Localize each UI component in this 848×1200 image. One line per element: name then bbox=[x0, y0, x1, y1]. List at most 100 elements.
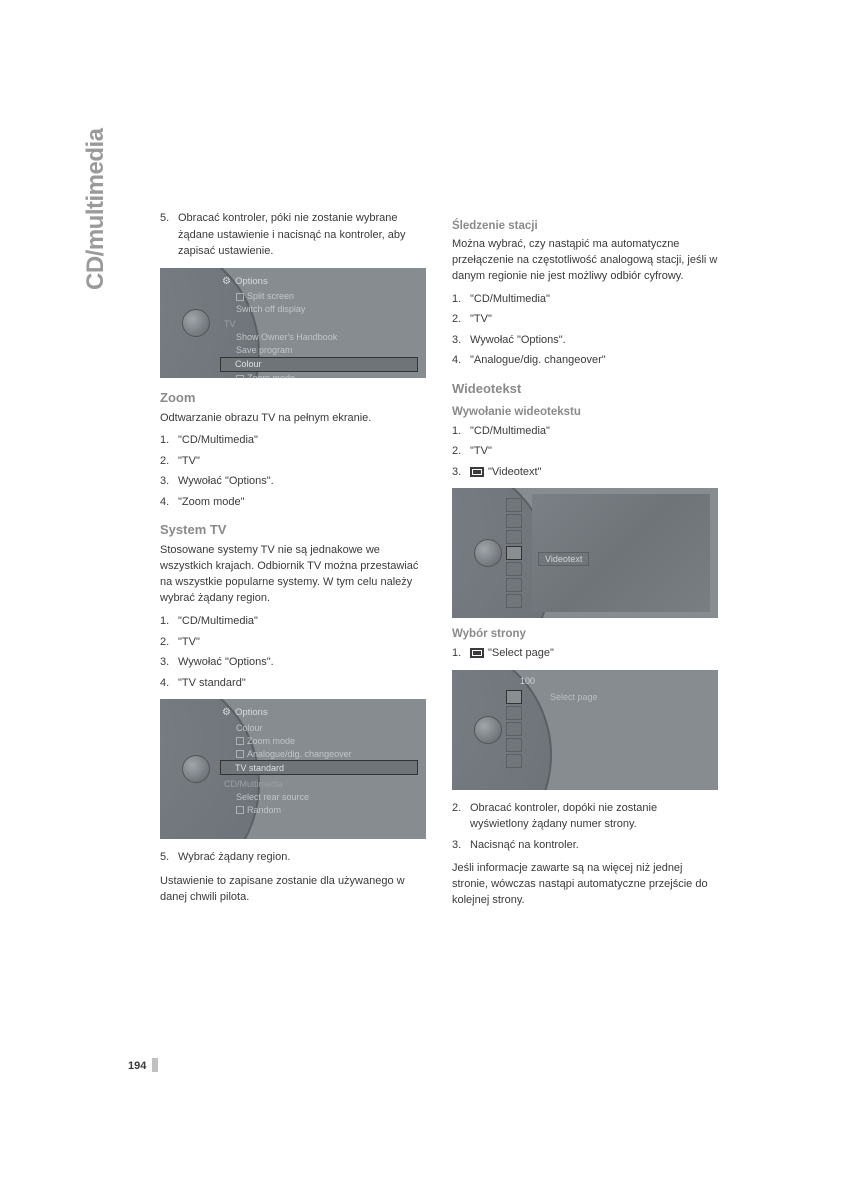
right-column: Śledzenie stacji Można wybrać, czy nastą… bbox=[452, 210, 718, 915]
step-text: "TV" bbox=[178, 453, 426, 470]
left-column: 5.Obracać kontroler, póki nie zostanie w… bbox=[160, 210, 426, 915]
step-number: 4. bbox=[452, 352, 470, 369]
list-item: 3.Wywołać "Options". bbox=[452, 332, 718, 349]
list-item: 1."CD/Multimedia" bbox=[160, 432, 426, 449]
list-item: 2."TV" bbox=[160, 634, 426, 651]
step-text: Obracać kontroler, póki nie zostanie wyb… bbox=[178, 210, 426, 260]
gear-icon: ⚙ bbox=[222, 707, 231, 718]
step-number: 1. bbox=[452, 423, 470, 440]
step-number: 1. bbox=[160, 613, 178, 630]
list-item: 2."TV" bbox=[452, 443, 718, 460]
step-text: Wybrać żądany region. bbox=[178, 849, 426, 866]
list-item: 2."TV" bbox=[160, 453, 426, 470]
after-shot2-list: 5.Wybrać żądany region. bbox=[160, 849, 426, 866]
step-number: 3. bbox=[160, 473, 178, 490]
step-text: "CD/Multimedia" bbox=[178, 613, 426, 630]
step-text: "Zoom mode" bbox=[178, 494, 426, 511]
menu-row: Split screen bbox=[222, 290, 418, 303]
step-text: Wywołać "Options". bbox=[178, 654, 426, 671]
step-text: "Analogue/dig. changeover" bbox=[470, 352, 718, 369]
step-number: 4. bbox=[160, 494, 178, 511]
menu-row: Save program bbox=[222, 344, 418, 357]
sledzenie-list: 1."CD/Multimedia" 2."TV" 3.Wywołać "Option… bbox=[452, 291, 718, 369]
menu-row: Show Owner's Handbook bbox=[222, 331, 418, 344]
after-shot4-list: 2.Obracać kontroler, dopóki nie zostanie… bbox=[452, 800, 718, 854]
zoom-intro: Odtwarzanie obrazu TV na pełnym ekranie. bbox=[160, 411, 426, 427]
side-tab-label: CD/multimedia bbox=[82, 128, 110, 290]
screenshot-videotext: Videotext bbox=[452, 488, 718, 618]
step-text: "TV" bbox=[178, 634, 426, 651]
menu-row: CD/Multimedia bbox=[222, 777, 418, 790]
videotext-label: Videotext bbox=[538, 552, 589, 566]
menu-row: Analogue/dig. changeover bbox=[222, 747, 418, 760]
step-text: "TV standard" bbox=[178, 675, 426, 692]
step-text: "CD/Multimedia" bbox=[470, 423, 718, 440]
screenshot-options-tvstandard: ⚙ Options ColourZoom modeAnalogue/dig. ch… bbox=[160, 699, 426, 839]
step-text: "CD/Multimedia" bbox=[470, 291, 718, 308]
list-item: 4."TV standard" bbox=[160, 675, 426, 692]
page-number-mark bbox=[152, 1058, 158, 1072]
menu-row: Zoom mode bbox=[222, 372, 418, 378]
step-number: 2. bbox=[452, 311, 470, 328]
step-text: Obracać kontroler, dopóki nie zostanie w… bbox=[470, 800, 718, 833]
screenshot-options-colour: ⚙ Options Split screenSwitch off display T… bbox=[160, 268, 426, 378]
heading-wideotekst: Wideotekst bbox=[452, 381, 718, 396]
wywolanie-list: 1."CD/Multimedia"2."TV"3."Videotext" bbox=[452, 423, 718, 481]
list-item: 3.Wywołać "Options". bbox=[160, 473, 426, 490]
select-page-label: Select page bbox=[550, 692, 598, 702]
step-text: "Videotext" bbox=[470, 464, 718, 481]
list-item: 3."Videotext" bbox=[452, 464, 718, 481]
menu-row: Switch off display bbox=[222, 303, 418, 316]
list-item: 2.Obracać kontroler, dopóki nie zostanie… bbox=[452, 800, 718, 833]
menu-row: Select rear source bbox=[222, 790, 418, 803]
list-item: 1."CD/Multimedia" bbox=[160, 613, 426, 630]
list-item: 1."CD/Multimedia" bbox=[452, 423, 718, 440]
step-number: 2. bbox=[452, 443, 470, 460]
menu-row: Zoom mode bbox=[222, 734, 418, 747]
step-text: "Select page" bbox=[470, 645, 718, 662]
checkbox-icon bbox=[236, 750, 244, 758]
teletext-icon bbox=[470, 648, 484, 658]
list-item: 2."TV" bbox=[452, 311, 718, 328]
list-item: 1."Select page" bbox=[452, 645, 718, 662]
step-number: 3. bbox=[452, 332, 470, 349]
step-number: 3. bbox=[160, 654, 178, 671]
list-item: 1."CD/Multimedia" bbox=[452, 291, 718, 308]
heading-zoom: Zoom bbox=[160, 390, 426, 405]
step-number: 1. bbox=[452, 645, 470, 662]
step-number: 3. bbox=[452, 837, 470, 854]
page-content: 5.Obracać kontroler, póki nie zostanie w… bbox=[160, 210, 718, 915]
right-closing: Jeśli informacje zawarte są na więcej ni… bbox=[452, 861, 718, 909]
checkbox-icon bbox=[236, 375, 244, 378]
step-number: 1. bbox=[452, 291, 470, 308]
step-text: "CD/Multimedia" bbox=[178, 432, 426, 449]
step-number: 2. bbox=[452, 800, 470, 833]
step-number: 3. bbox=[452, 464, 470, 481]
step-text: Wywołać "Options". bbox=[178, 473, 426, 490]
heading-wywolanie: Wywołanie wideotekstu bbox=[452, 406, 718, 418]
gear-icon: ⚙ bbox=[222, 276, 231, 287]
menu-row: Colour bbox=[222, 721, 418, 734]
select-page-num: 100 bbox=[520, 676, 535, 686]
menu-title: ⚙ Options bbox=[222, 276, 418, 287]
step-text: "TV" bbox=[470, 443, 718, 460]
zoom-list: 1."CD/Multimedia" 2."TV" 3.Wywołać "Option… bbox=[160, 432, 426, 510]
system-tv-list: 1."CD/Multimedia" 2."TV" 3.Wywołać "Option… bbox=[160, 613, 426, 691]
menu-row: TV standard bbox=[220, 760, 418, 775]
step-number: 5. bbox=[160, 210, 178, 260]
list-item: 4."Analogue/dig. changeover" bbox=[452, 352, 718, 369]
wybor-list: 1."Select page" bbox=[452, 645, 718, 662]
menu-row: TV bbox=[222, 318, 418, 331]
list-item: 3.Nacisnąć na kontroler. bbox=[452, 837, 718, 854]
menu-row: Random bbox=[222, 803, 418, 816]
system-tv-intro: Stosowane systemy TV nie są jednakowe we… bbox=[160, 543, 426, 607]
step-number: 4. bbox=[160, 675, 178, 692]
left-closing: Ustawienie to zapisane zostanie dla używ… bbox=[160, 874, 426, 906]
menu-row: Colour bbox=[220, 357, 418, 372]
heading-wybor: Wybór strony bbox=[452, 628, 718, 640]
checkbox-icon bbox=[236, 806, 244, 814]
list-item: 3.Wywołać "Options". bbox=[160, 654, 426, 671]
screenshot-select-page: 100 Select page bbox=[452, 670, 718, 790]
menu-title: ⚙ Options bbox=[222, 707, 418, 718]
page-number: 194 bbox=[128, 1060, 146, 1072]
